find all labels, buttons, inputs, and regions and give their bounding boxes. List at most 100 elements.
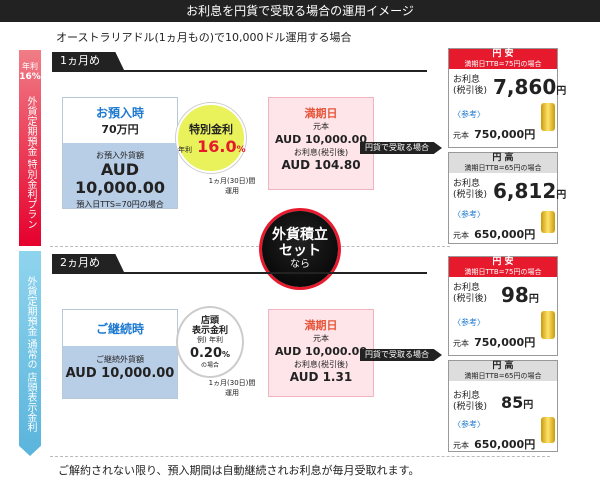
month1-weak-sub: 満期日TTB=75円の場合 — [464, 60, 542, 68]
month1-weak-int-label1: お利息 — [453, 75, 481, 85]
month2-strong-int-label2: (税引後) — [453, 402, 488, 412]
month2-weak-int-label1: お利息 — [453, 283, 481, 293]
month2-weak-sub: 満期日TTB=75円の場合 — [464, 268, 542, 276]
month1-convert-arrow: 円貨で受取る場合 — [360, 142, 442, 154]
month2-strong-value: 85 — [501, 393, 524, 412]
month1-weak-header: 円 安 満期日TTB=75円の場合 — [449, 49, 557, 69]
section-divider — [50, 246, 450, 247]
sidebar-plan1-band — [19, 50, 41, 246]
month2-deposit-aud: AUD 10,000.00 — [65, 366, 175, 381]
month1-strong-int-label: お利息 (税引後) — [453, 179, 487, 201]
month1-deposit-panel-label: お預入外貨額 — [96, 151, 144, 160]
month2-convert-arrow: 円貨で受取る場合 — [360, 349, 442, 361]
month1-strong-ref-label: 〈参考〉 — [453, 210, 485, 219]
month2-principal-label: 元本 — [313, 334, 329, 343]
month1-strong-header: 円 高 満期日TTB=65円の場合 — [449, 153, 557, 173]
title-bar: お利息を円貨で受取る場合の運用イメージ — [0, 0, 600, 22]
month1-strong-value: 6,812 — [493, 179, 557, 203]
month1-strong-value-row: 6,812円 — [493, 179, 566, 203]
tab-month1: 1ヵ月め — [52, 52, 124, 70]
month2-strong-ref-prefix: 元本 — [453, 441, 469, 450]
month1-weak-int-label2: (税引後) — [453, 86, 488, 96]
month2-weak-unit: 円 — [528, 294, 539, 305]
month2-weak-yen-card: 円 安 満期日TTB=75円の場合 お利息 (税引後) 98円 〈参考〉 元本 … — [448, 256, 558, 356]
month1-deposit-tts: 預入日TTS=70円の場合 — [76, 200, 164, 209]
month1-strong-ref-row: 元本 650,000円 — [453, 223, 535, 242]
month2-weak-ref-row: 元本 750,000円 — [453, 331, 535, 350]
month1-weak-ref-label: 〈参考〉 — [453, 110, 485, 119]
month1-weak-unit: 円 — [556, 86, 567, 97]
month1-strong-title: 円 高 — [492, 153, 514, 163]
month2-rate-line1: 店頭 — [200, 316, 219, 326]
month1-rate-prefix: 年利 — [178, 146, 192, 154]
month2-weak-int-label2: (税引後) — [453, 294, 488, 304]
month1-weak-ref-row: 元本 750,000円 — [453, 123, 535, 142]
month2-weak-header: 円 安 満期日TTB=75円の場合 — [449, 257, 557, 277]
subtitle: オーストラリアドル(1ヵ月もの)で10,000ドル運用する場合 — [56, 31, 352, 44]
month2-strong-int-label1: お利息 — [453, 391, 481, 401]
month1-special-rate-title: 特別金利 — [189, 123, 233, 136]
center-line1: 外貨積立 — [272, 227, 328, 243]
sidebar-plan2-band — [19, 251, 41, 456]
month2-rate-unit: % — [222, 350, 231, 359]
month2-weak-ref-value: 750,000円 — [474, 336, 536, 349]
coin-stack-icon — [541, 311, 555, 339]
month1-interest-label: お利息(税引後) — [293, 148, 349, 157]
month2-weak-value: 98 — [501, 283, 529, 307]
month1-strong-yen-card: 円 高 満期日TTB=65円の場合 お利息 (税引後) 6,812円 〈参考〉 … — [448, 152, 566, 244]
coin-stack-icon — [541, 417, 555, 443]
month2-strong-sub: 満期日TTB=65円の場合 — [464, 372, 542, 380]
sidebar-rate-value: 16% — [19, 72, 41, 82]
month1-weak-ref-value: 750,000円 — [474, 128, 536, 141]
sidebar-plan2-label: 外貨定期預金 通常の 店頭表示金利 — [25, 276, 36, 433]
month1-rate-value: 16.0 — [197, 137, 237, 156]
month1-strong-int-label2: (税引後) — [453, 190, 488, 200]
month2-strong-ref-value: 650,000円 — [474, 438, 536, 451]
month1-strong-ref-prefix: 元本 — [453, 231, 469, 240]
center-line3: なら — [290, 259, 310, 270]
month2-weak-ref-prefix: 元本 — [453, 339, 469, 348]
month1-weak-ref-prefix: 元本 — [453, 131, 469, 140]
sidebar-rate: 年利 16% — [19, 62, 41, 82]
sidebar-rate-label: 年利 — [22, 62, 38, 71]
month1-maturity-card: 満期日 元本 AUD 10,000.00 お利息(税引後) AUD 104.80 — [268, 97, 374, 190]
month1-deposit-title: お預入時 — [95, 106, 144, 120]
accumulation-set-badge: 外貨積立 セット なら — [262, 211, 338, 287]
month1-weak-value: 7,860 — [493, 75, 557, 99]
month1-principal: AUD 10,000.00 — [274, 133, 367, 146]
month2-strong-yen-card: 円 高 満期日TTB=65円の場合 お利息 (税引後) 85円 〈参考〉 元本 … — [448, 360, 558, 452]
month2-deposit-title: ご継続時 — [95, 322, 144, 336]
month1-special-rate-badge: 特別金利 年利 16.0% — [176, 103, 246, 173]
month2-strong-header: 円 高 満期日TTB=65円の場合 — [449, 361, 557, 381]
month1-divider — [52, 70, 427, 72]
month2-deposit-panel-label: ご継続外貨額 — [96, 355, 144, 364]
month2-store-rate-badge: 店頭 表示金利 例) 年利 0.20% の場合 — [176, 306, 244, 378]
month2-interest-label: お利息(税引後) — [293, 360, 349, 369]
month1-weak-int-label: お利息 (税引後) — [453, 75, 487, 97]
month2-weak-value-row: 98円 — [501, 283, 539, 307]
month2-maturity-title: 満期日 — [304, 319, 338, 332]
tab-month2: 2ヵ月め — [52, 254, 124, 272]
month1-rate-unit: % — [236, 145, 246, 155]
month1-weak-value-row: 7,860円 — [493, 75, 566, 99]
footer-note: ご解約されない限り、預入期間は自動継続されお利息が毎月受取れます。 — [58, 464, 420, 477]
month1-strong-ref-value: 650,000円 — [474, 228, 536, 241]
month2-rate-prefix: 例) 年利 — [197, 336, 223, 344]
month2-deposit-panel: ご継続外貨額 AUD 10,000.00 — [63, 346, 177, 398]
month1-period: 1ヵ月(30日)間 運用 — [208, 177, 256, 195]
month1-principal-label: 元本 — [313, 122, 329, 131]
month1-deposit-panel: お預入外貨額 AUD 10,000.00 預入日TTS=70円の場合 — [63, 143, 177, 209]
sidebar-plan1-label: 外貨定期預金 特別金利プラン — [25, 96, 36, 230]
month1-strong-unit: 円 — [556, 190, 567, 201]
month1-weak-yen-card: 円 安 満期日TTB=75円の場合 お利息 (税引後) 7,860円 〈参考〉 … — [448, 48, 566, 148]
month1-strong-int-label1: お利息 — [453, 179, 481, 189]
month1-strong-sub: 満期日TTB=65円の場合 — [464, 164, 542, 172]
month1-weak-title: 円 安 — [492, 49, 514, 59]
month2-strong-unit: 円 — [523, 400, 534, 411]
month2-rate-line2: 表示金利 — [191, 326, 228, 336]
month2-strong-int-label: お利息 (税引後) — [453, 391, 487, 413]
month1-deposit-yen: 70万円 — [101, 123, 139, 136]
coin-stack-icon — [541, 211, 555, 233]
month2-principal: AUD 10,000.00 — [274, 345, 367, 358]
month2-strong-ref-label: 〈参考〉 — [453, 420, 485, 429]
